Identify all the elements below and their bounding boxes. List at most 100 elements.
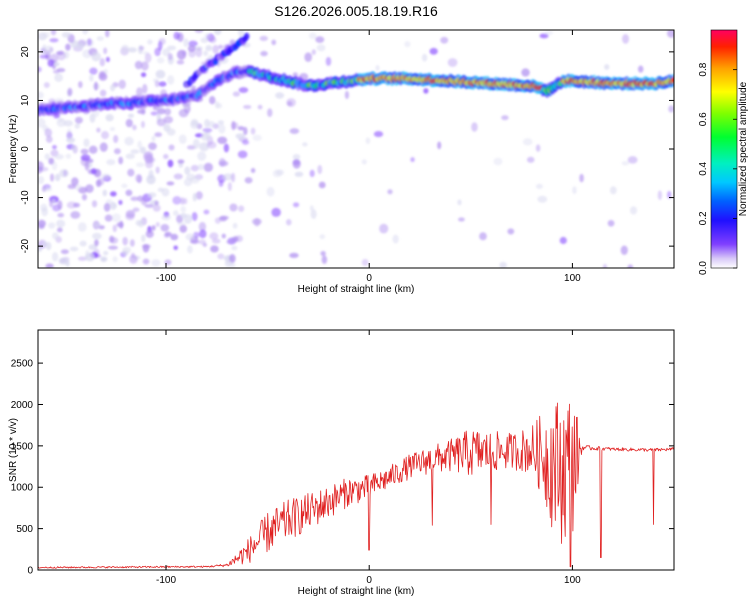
spectrogram-speckle — [344, 90, 350, 100]
spectrogram-speckle — [154, 80, 160, 88]
spectrogram-speckle — [172, 196, 182, 205]
spectrogram-speckle — [140, 197, 147, 206]
spectrogram-speckle — [113, 148, 121, 155]
spectrogram-speckle — [252, 134, 262, 141]
spectrogram-frame — [37, 29, 675, 269]
spectrogram-speckle — [622, 34, 630, 44]
spectrogram-speckle — [493, 157, 503, 166]
spectrogram-speckle — [144, 159, 154, 169]
spectrogram-speckle — [197, 164, 205, 171]
spectrogram-speckle — [135, 162, 145, 168]
spectrogram-speckle — [99, 58, 106, 67]
spectrogram-speckle — [57, 200, 63, 210]
spectrogram-speckle — [238, 205, 245, 213]
spectrogram-speckle — [163, 154, 169, 160]
spectrogram-speckle — [189, 176, 200, 184]
spectrogram-speckle — [77, 256, 87, 261]
spectrogram-speckle — [194, 30, 204, 34]
spectrogram-speckle — [89, 67, 98, 75]
spectrogram-speckle — [289, 252, 299, 259]
spectrogram-speckle — [89, 113, 96, 123]
spectrogram-speckle — [45, 135, 53, 143]
spectrogram-speckle — [148, 169, 154, 180]
spectrogram-speckle — [229, 39, 236, 44]
spectrogram-speckle — [471, 122, 478, 132]
spectrogram-speckle — [172, 210, 179, 217]
spectrogram-speckle — [155, 222, 160, 227]
spectrogram-speckle — [231, 122, 239, 129]
spectrogram-speckle — [410, 157, 415, 163]
spectrogram-speckle — [137, 140, 143, 149]
spectrogram-speckle — [232, 91, 241, 97]
spectrogram-speckle — [134, 60, 143, 70]
spectrogram-speckle — [185, 233, 196, 241]
spectrogram-x-tick-label: -100 — [156, 273, 176, 284]
spectrogram-speckle — [93, 81, 99, 91]
spectrogram-speckle — [272, 169, 282, 178]
spectrogram-speckle — [177, 159, 185, 164]
spectrogram-speckle — [54, 153, 64, 160]
spectrogram-x-axis-label: Height of straight line (km) — [298, 284, 415, 295]
spectrogram-speckle — [154, 132, 163, 138]
spectrogram-speckle — [88, 145, 98, 154]
spectrogram-speckle — [77, 222, 87, 232]
colorbar-tick-label: 0.0 — [698, 261, 709, 275]
spectrogram-speckle — [501, 115, 509, 121]
spectrogram-speckle — [56, 219, 66, 228]
spectrogram-speckle — [292, 159, 301, 169]
spectrogram-speckle — [132, 207, 140, 212]
spectrogram-speckle — [173, 31, 180, 40]
spectrogram-speckle — [208, 96, 216, 105]
spectrogram-speckle — [118, 199, 123, 205]
spectrogram-y-tick-label: 20 — [20, 46, 31, 58]
spectrogram-speckle — [197, 151, 207, 161]
snr-x-ticks: -100 0 100 — [156, 330, 581, 586]
spectrogram-speckle — [522, 138, 533, 146]
spectrogram-speckle — [93, 222, 102, 228]
spectrogram-speckle — [170, 233, 179, 241]
spectrogram-speckle — [223, 143, 230, 153]
colorbar-tick-label: 0.2 — [698, 211, 709, 225]
spectrogram-speckle — [53, 61, 60, 67]
spectrogram-speckle — [361, 159, 367, 165]
spectrogram-speckle — [121, 44, 130, 54]
spectrogram-speckle — [129, 254, 138, 264]
spectrogram-speckle — [75, 42, 85, 50]
spectrogram-speckle — [146, 174, 156, 185]
spectrogram-speckle — [52, 69, 60, 74]
spectrogram-speckle — [207, 120, 216, 128]
spectrogram-speckle — [285, 219, 292, 226]
spectrogram-y-ticks: -20 -10 0 10 20 — [20, 46, 674, 253]
spectrogram-speckle — [243, 126, 248, 136]
spectrogram-speckle — [257, 104, 263, 110]
spectrogram-speckle — [39, 167, 49, 172]
spectrogram-speckle — [479, 232, 487, 241]
spectrogram-speckle — [180, 212, 187, 219]
spectrogram-x-tick-label: 0 — [366, 273, 372, 284]
spectrogram-speckle — [667, 190, 672, 199]
spectrogram-speckle — [155, 69, 166, 79]
spectrogram-speckle — [129, 239, 135, 247]
spectrogram-speckle — [218, 160, 229, 167]
spectrogram-speckle — [375, 64, 380, 72]
spectrogram-speckle — [237, 30, 245, 37]
spectrogram-speckle — [119, 220, 124, 229]
spectrogram-speckle — [243, 104, 252, 110]
snr-y-tick-label: 1500 — [11, 441, 34, 452]
spectrogram-speckle — [156, 118, 167, 127]
spectrogram-speckle — [45, 263, 54, 268]
spectrogram-speckle — [144, 52, 152, 63]
spectrogram-speckle — [190, 164, 199, 172]
spectrogram-speckle — [103, 47, 108, 55]
spectrogram-speckle — [526, 156, 535, 163]
spectrogram-speckle — [187, 245, 193, 254]
spectrogram-speckle — [71, 177, 79, 186]
spectrogram-heatmap — [38, 30, 674, 268]
spectrogram-y-tick-label: -20 — [20, 238, 31, 253]
spectrogram-speckle — [304, 52, 313, 63]
colorbar-ticks: 0.0 0.2 0.4 0.6 0.8 — [698, 62, 737, 275]
spectrogram-speckle — [162, 48, 171, 57]
spectrogram-speckle — [203, 33, 210, 38]
spectrogram-speckle — [121, 250, 129, 256]
spectrogram-y-tick-label: 10 — [20, 94, 31, 106]
